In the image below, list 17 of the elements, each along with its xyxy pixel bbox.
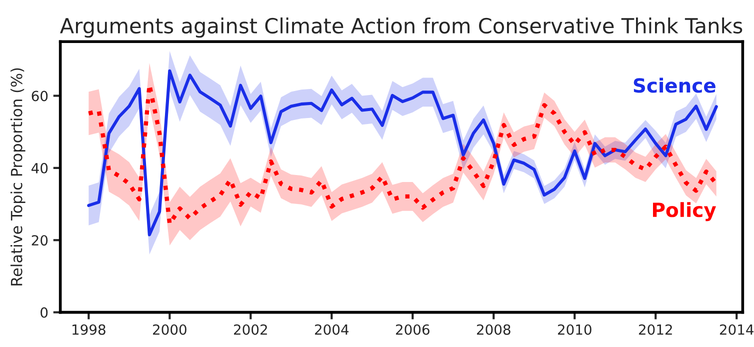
- y-tick-label: 20: [32, 235, 48, 246]
- y-tick-label: 40: [32, 162, 48, 174]
- y-tick-label: 0: [40, 307, 48, 318]
- series-label: Policy: [653, 202, 716, 222]
- x-tick-label: 2000: [153, 324, 186, 335]
- x-tick-label: 2002: [234, 324, 267, 335]
- y-tick-label: 60: [32, 90, 48, 102]
- y-axis-title: Relative Topic Proportion (%): [10, 68, 26, 286]
- x-tick-label: 2010: [558, 324, 592, 335]
- series-label: Science: [634, 78, 716, 93]
- x-tick-label: 1998: [72, 324, 106, 335]
- x-tick-label: 2006: [396, 324, 430, 335]
- chart-title: Arguments against Climate Action from Conservative Think Tanks: [60, 17, 742, 38]
- x-tick-label: 2008: [476, 324, 510, 335]
- x-tick-label: 2012: [638, 324, 672, 335]
- x-tick-label: 2004: [314, 324, 349, 335]
- x-tick-label: 2014: [720, 324, 754, 335]
